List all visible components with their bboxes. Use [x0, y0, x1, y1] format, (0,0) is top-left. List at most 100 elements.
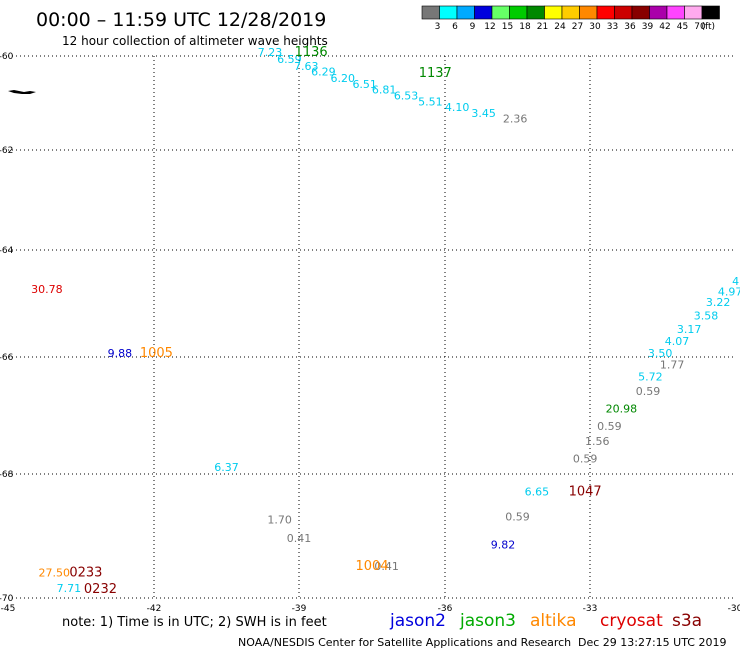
legend-label: 6	[452, 22, 458, 32]
wave-height-label: 6.37	[214, 461, 239, 474]
wave-height-label: 6.51	[352, 78, 377, 91]
legend-swatch	[649, 5, 668, 20]
legend-label: 21	[537, 22, 548, 32]
wave-height-label: 3.58	[694, 310, 719, 323]
legend-label: 9	[470, 22, 476, 32]
lat-tick-label: -64	[0, 246, 14, 256]
credit-text: NOAA/NESDIS Center for Satellite Applica…	[238, 636, 571, 649]
lat-tick-label: -66	[0, 353, 14, 363]
wave-height-label: 6.65	[525, 486, 550, 499]
lat-tick-label: -62	[0, 146, 13, 156]
wave-height-label: 4.97	[718, 285, 740, 298]
legend-swatch	[561, 5, 580, 20]
wave-height-label: 2.36	[503, 113, 528, 126]
pass-time-label: 1047	[569, 485, 602, 500]
lat-tick-label: -60	[0, 52, 14, 62]
lon-tick-label: -45	[1, 604, 16, 614]
wave-height-label: 1.77	[660, 359, 685, 372]
wave-height-label: 0.41	[374, 560, 399, 573]
legend-swatch	[684, 5, 703, 20]
wave-height-label: 4.07	[665, 335, 690, 348]
legend-swatch	[544, 5, 563, 20]
wave-height-label: 4.10	[445, 101, 470, 114]
legend-label: 45	[677, 22, 688, 32]
wave-height-label: 1.70	[267, 514, 292, 527]
observation-labels: 7.236.597.636.296.206.516.816.53 5.51 4.10…	[31, 46, 740, 595]
legend-label: 33	[607, 22, 618, 32]
wave-height-label: 6.29	[311, 66, 336, 79]
satellite-legend: jason2 jason3 altika cryosat s3a	[389, 611, 702, 631]
satellite-name-jason3: jason3	[459, 611, 516, 631]
legend-swatch	[596, 5, 615, 20]
legend-label: 12	[484, 22, 495, 32]
wave-height-label: 9.82	[491, 538, 516, 551]
wave-height-label: 6.53	[394, 90, 419, 103]
wave-height-label: 20.98	[606, 403, 638, 416]
lon-tick-label: -33	[583, 604, 598, 614]
wave-height-label: 30.78	[31, 283, 63, 296]
wave-height-label: 7.23	[258, 46, 283, 59]
lat-lon-grid: -45 -42 -39 -36 -33 -30 -60 -62 -64 -66 -68 -70	[0, 52, 740, 614]
timestamp-text: Dec 29 13:27:15 UTC 2019	[578, 636, 726, 649]
footer-note: note: 1) Time is in UTC; 2) SWH is in fe…	[62, 615, 327, 630]
legend-swatch	[491, 5, 510, 20]
legend-swatch	[456, 5, 475, 20]
satellite-name-altika: altika	[530, 611, 577, 631]
legend-swatch	[526, 5, 545, 20]
wave-height-label: 3.50	[648, 347, 673, 360]
wave-height-label: 0.41	[287, 532, 312, 545]
legend-label: 70	[694, 22, 706, 32]
legend-label: 36	[624, 22, 636, 32]
lon-tick-label: -36	[438, 604, 453, 614]
legend-swatch	[666, 5, 685, 20]
wave-height-label: 5.51	[418, 95, 443, 108]
wave-height-label: 3.17	[677, 323, 702, 336]
legend-label: 30	[589, 22, 601, 32]
wave-height-label: 27.50	[38, 566, 70, 579]
wave-height-label: 5.72	[638, 370, 663, 383]
legend-swatch	[631, 5, 650, 20]
wave-height-label: 0.59	[573, 452, 598, 465]
map-subtitle: 12 hour collection of altimeter wave hei…	[62, 34, 328, 48]
lon-tick-label: -39	[292, 604, 307, 614]
wave-height-label: 4.	[732, 275, 740, 288]
legend-swatch	[614, 5, 633, 20]
wave-height-label: 6.59	[277, 53, 302, 66]
lon-tick-label: -42	[147, 604, 162, 614]
legend-unit: (ft)	[702, 22, 716, 32]
wave-height-label: 1.56	[585, 435, 610, 448]
satellite-name-s3a: s3a	[672, 611, 702, 631]
wave-height-label: 0.59	[597, 420, 622, 433]
pass-time-label: 0233	[69, 565, 102, 580]
wave-height-label: 7.63	[294, 60, 319, 73]
satellite-name-cryosat: cryosat	[600, 611, 663, 631]
legend-label: 18	[519, 22, 531, 32]
legend-swatch	[421, 5, 440, 20]
wave-height-label: 3.45	[471, 107, 496, 120]
legend-label: 24	[554, 22, 566, 32]
color-scale-legend: 3 6 9 12 15 18 21 24 27 30 33 36 39 42 45 70(ft)	[421, 5, 720, 32]
legend-label: 3	[435, 22, 441, 32]
lat-tick-label: -68	[0, 470, 14, 480]
wave-height-label: 6.81	[372, 84, 397, 97]
pass-time-labels: 1136 1137 1005 1004 1047 0233 0232	[69, 45, 601, 597]
island-outline	[8, 90, 36, 94]
legend-label: 39	[642, 22, 654, 32]
wave-height-label: 3.22	[706, 296, 731, 309]
lon-tick-label: -30	[728, 604, 740, 614]
wave-height-label: 0.59	[505, 511, 530, 524]
wave-height-label: 0.59	[636, 385, 661, 398]
map-title: 00:00 – 11:59 UTC 12/28/2019	[36, 9, 326, 31]
pass-time-label: 1005	[140, 346, 173, 361]
legend-swatch	[509, 5, 528, 20]
pass-time-label: 1137	[419, 66, 452, 81]
legend-swatch	[701, 5, 720, 20]
wave-height-label: 9.88	[108, 347, 133, 360]
pass-time-label: 0232	[84, 582, 117, 597]
satellite-name-jason2: jason2	[389, 611, 446, 631]
legend-swatch	[439, 5, 458, 20]
legend-label: 42	[659, 22, 670, 32]
legend-label: 15	[502, 22, 513, 32]
legend-swatch	[474, 5, 493, 20]
